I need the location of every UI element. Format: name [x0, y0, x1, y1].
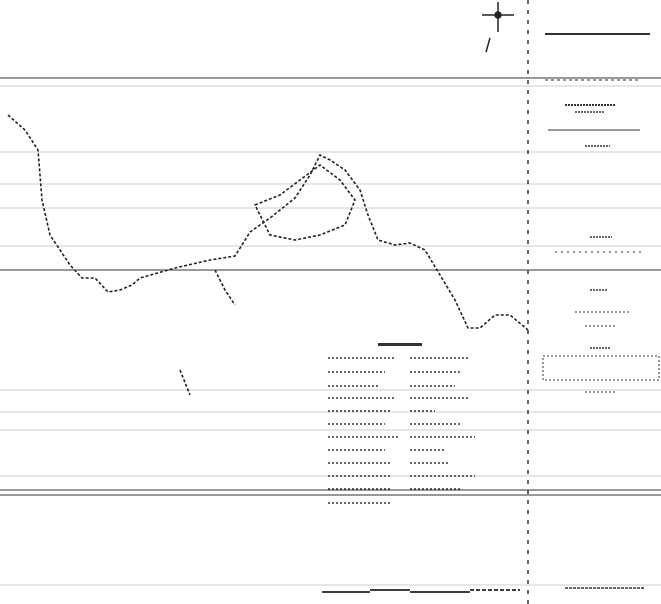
title-block [542, 33, 660, 589]
inner-parcel [253, 164, 356, 241]
scale-bar [322, 589, 520, 593]
boundary-line [7, 114, 529, 331]
legend [328, 343, 475, 504]
road-spur [179, 269, 236, 396]
north-arrow [482, 2, 514, 53]
scan-lines [0, 77, 661, 586]
